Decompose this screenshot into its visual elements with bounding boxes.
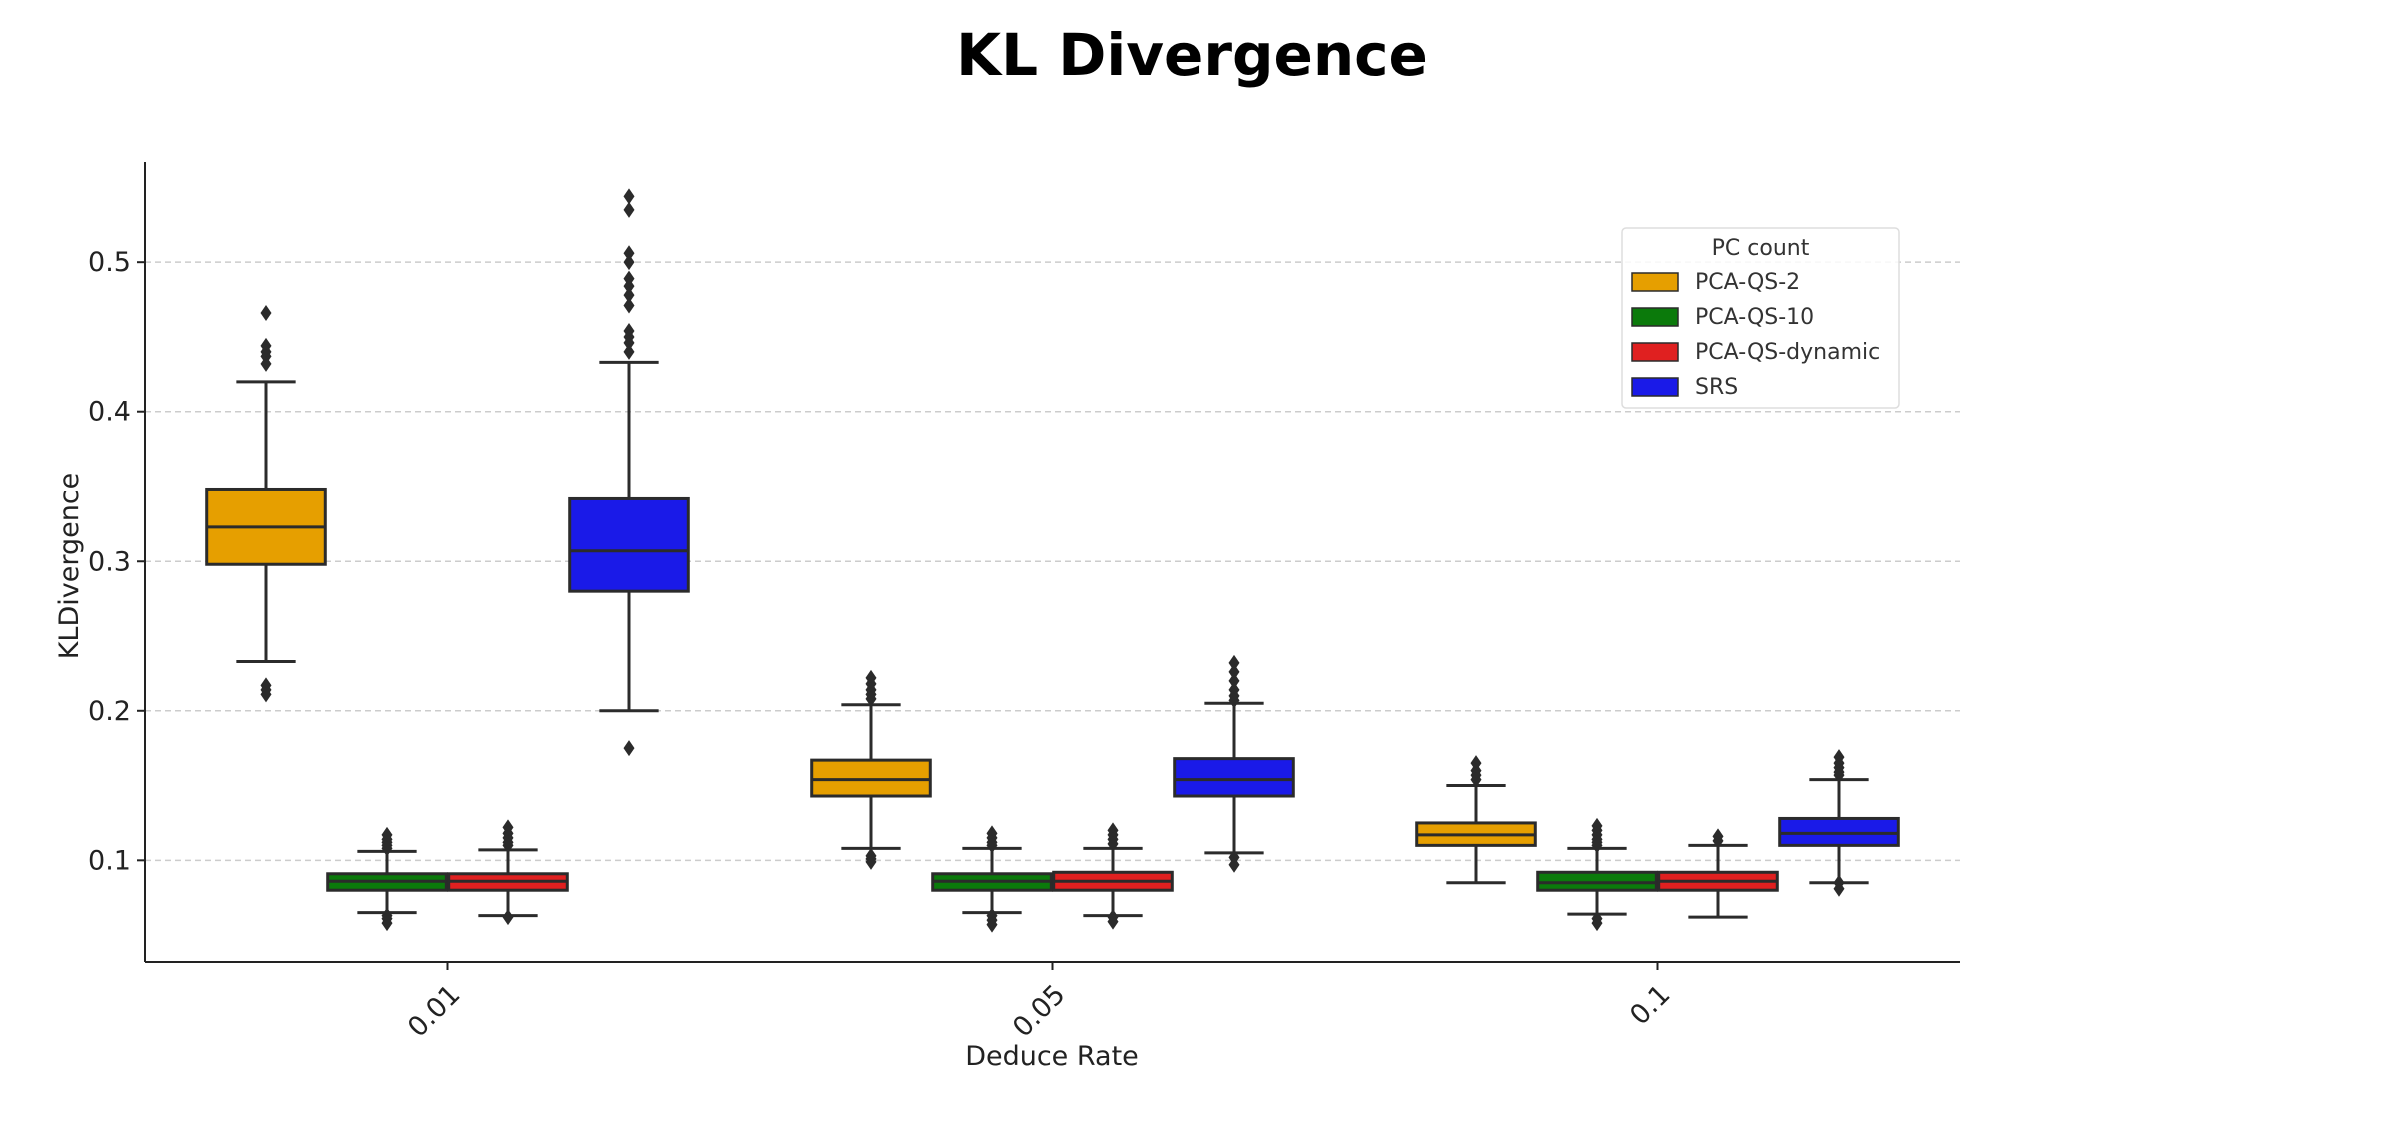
legend-frame: [1621, 227, 1900, 409]
y-axis-label: KLDivergence: [54, 473, 85, 660]
x-ticks: 0.01 0.05 0.1: [402, 962, 1676, 1043]
legend-swatch: [1631, 342, 1679, 362]
y-tick-label: 0.3: [88, 546, 131, 577]
box-pca-qs-dynamic: [1657, 828, 1779, 919]
outlier-point: [623, 201, 635, 218]
outlier-point: [1228, 672, 1240, 689]
legend-label: PCA-QS-10: [1695, 305, 1814, 330]
legend-label: PCA-QS-2: [1695, 270, 1800, 295]
outlier-point: [623, 297, 635, 314]
box-pca-qs-2: [1415, 755, 1537, 885]
box-pca-qs-10: [1536, 817, 1658, 932]
chart-title: KL Divergence: [956, 21, 1428, 89]
legend-label: PCA-QS-dynamic: [1695, 340, 1880, 365]
legend-swatch: [1631, 377, 1679, 397]
outlier-point: [865, 690, 877, 707]
box-iqr: [1173, 757, 1295, 798]
box-srs: [1173, 654, 1295, 873]
outlier-point: [986, 916, 998, 933]
legend: PC count PCA-QS-2 PCA-QS-10 PCA-QS-dynamic S…: [1621, 227, 1900, 409]
outlier-point: [1833, 880, 1845, 897]
outlier-point: [260, 686, 272, 703]
outlier-point: [1470, 771, 1482, 788]
outlier-point: [623, 245, 635, 262]
legend-swatch: [1631, 307, 1679, 327]
outlier-point: [502, 909, 514, 926]
outlier-point: [1712, 832, 1724, 849]
box-srs: [568, 188, 690, 757]
outlier-point: [1228, 692, 1240, 709]
outlier-point: [623, 278, 635, 295]
legend-swatch: [1631, 272, 1679, 292]
outlier-point: [1591, 915, 1603, 932]
box-pca-qs-2: [205, 305, 327, 703]
outlier-point: [381, 915, 393, 932]
box-pca-qs-10: [931, 825, 1053, 933]
outlier-point: [1107, 835, 1119, 852]
box-srs: [1778, 749, 1900, 897]
y-tick-label: 0.2: [88, 696, 131, 727]
box-pca-qs-10: [326, 826, 448, 932]
box-iqr: [568, 496, 690, 593]
outlier-point: [1833, 767, 1845, 784]
y-tick-label: 0.1: [88, 845, 131, 876]
outlier-point: [623, 343, 635, 360]
box-pca-qs-2: [810, 669, 932, 870]
outlier-point: [623, 287, 635, 304]
legend-label: SRS: [1695, 375, 1738, 400]
outlier-point: [1591, 837, 1603, 854]
outlier-point: [865, 853, 877, 870]
outlier-point: [623, 334, 635, 351]
x-tick-label: 0.01: [402, 979, 466, 1043]
y-tick-label: 0.5: [88, 247, 131, 278]
outlier-point: [1228, 856, 1240, 873]
legend-title: PC count: [1712, 236, 1810, 261]
outlier-point: [381, 840, 393, 857]
outlier-point: [623, 188, 635, 205]
outlier-point: [1228, 663, 1240, 680]
y-ticks: 0.1 0.2 0.3 0.4 0.5: [88, 247, 145, 876]
box-groups: [205, 188, 1900, 933]
outlier-point: [1107, 913, 1119, 930]
y-tick-label: 0.4: [88, 397, 131, 428]
outlier-point: [1228, 654, 1240, 671]
x-tick-label: 0.05: [1007, 979, 1071, 1043]
outlier-point: [623, 254, 635, 271]
outlier-point: [623, 740, 635, 757]
outlier-point: [260, 355, 272, 372]
box-pca-qs-dynamic: [447, 819, 569, 926]
x-tick-label: 0.1: [1624, 979, 1676, 1031]
x-axis-label: Deduce Rate: [965, 1041, 1139, 1072]
box-pca-qs-dynamic: [1052, 822, 1174, 930]
outlier-point: [260, 305, 272, 322]
outlier-point: [502, 837, 514, 854]
outlier-point: [986, 837, 998, 854]
